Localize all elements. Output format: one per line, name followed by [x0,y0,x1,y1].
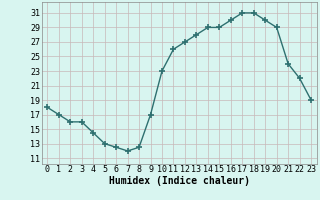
X-axis label: Humidex (Indice chaleur): Humidex (Indice chaleur) [109,176,250,186]
